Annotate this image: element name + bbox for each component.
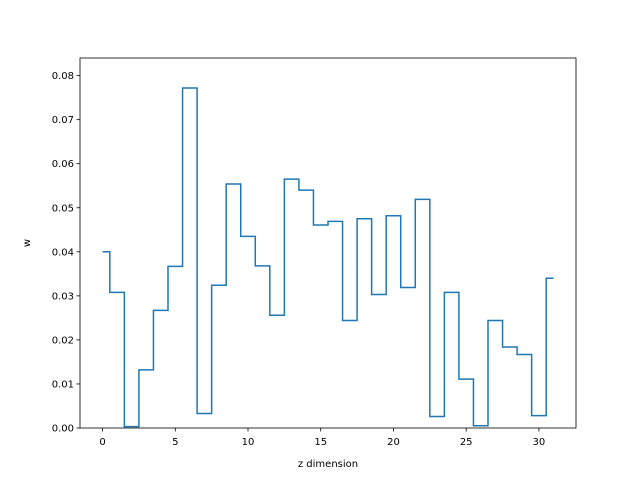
y-tick-label: 0.01: [52, 379, 74, 390]
y-tick-label: 0.04: [52, 247, 74, 258]
x-tick-label: 10: [242, 437, 255, 448]
x-tick-label: 30: [533, 437, 546, 448]
axes: 0 5 10 15 20 25 30 0.00 0.01 0.02 0.03 0.04 0.05 0.06…: [52, 71, 546, 448]
x-tick-label: 5: [172, 437, 178, 448]
y-tick-label: 0.02: [52, 335, 74, 346]
plot-area: [80, 58, 576, 428]
y-tick-label: 0.07: [52, 115, 74, 126]
y-tick-label: 0.03: [52, 291, 74, 302]
x-tick-label: 25: [460, 437, 473, 448]
plot-marks: [102, 87, 554, 428]
y-axis-label: w: [22, 239, 33, 247]
x-tick-label: 15: [314, 437, 327, 448]
x-tick-label: 20: [387, 437, 400, 448]
y-tick-label: 0.00: [52, 424, 74, 435]
plot-frame: [79, 57, 577, 429]
x-axis-label: z dimension: [298, 459, 358, 470]
y-tick-label: 0.08: [52, 71, 74, 82]
y-tick-label: 0.06: [52, 159, 74, 170]
x-tick-label: 0: [99, 437, 105, 448]
y-tick-label: 0.05: [52, 203, 74, 214]
series-line-0: [102, 87, 554, 428]
